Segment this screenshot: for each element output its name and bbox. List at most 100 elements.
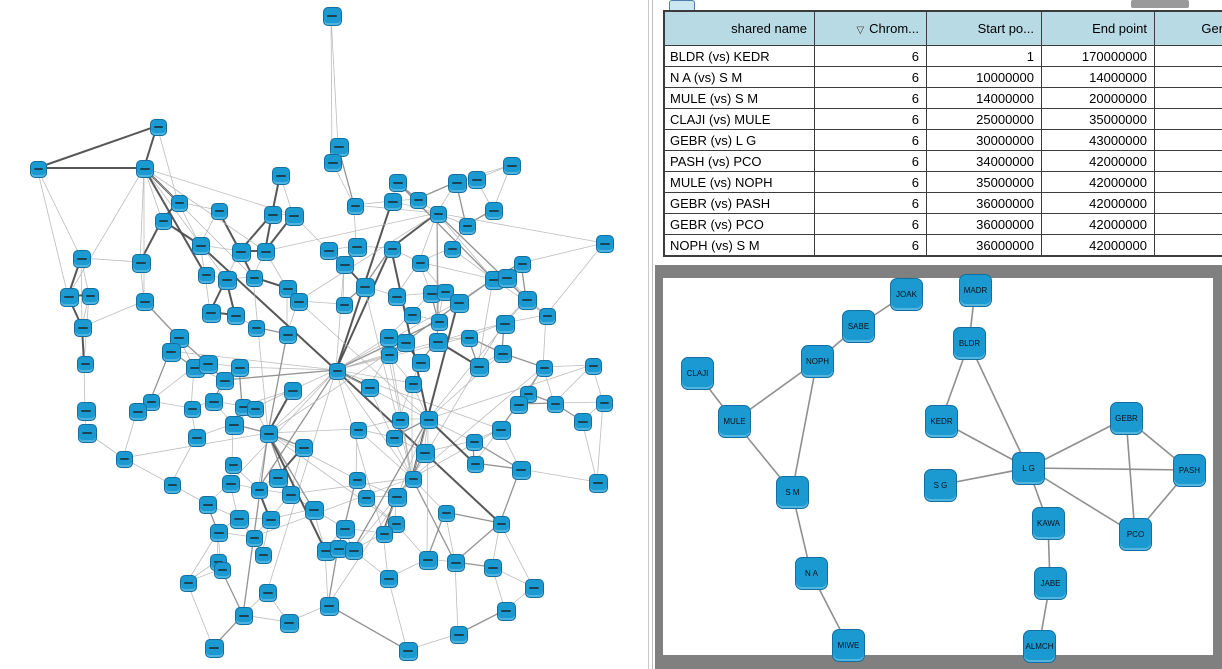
table-cell[interactable]: BLDR (vs) KEDR <box>663 45 815 67</box>
network-edge[interactable] <box>352 418 429 551</box>
network-node[interactable] <box>375 525 393 543</box>
network-edge[interactable] <box>297 212 438 302</box>
network-node[interactable] <box>450 626 468 644</box>
network-edge[interactable] <box>267 428 358 434</box>
network-node[interactable] <box>229 509 249 529</box>
network-node[interactable] <box>254 546 272 564</box>
table-cell[interactable]: 10000000 <box>926 66 1042 88</box>
network-edge[interactable] <box>143 167 227 280</box>
network-node[interactable] <box>524 578 544 598</box>
network-node[interactable] <box>385 429 403 447</box>
network-edge[interactable] <box>335 369 413 384</box>
network-node[interactable] <box>387 487 407 507</box>
table-cell[interactable]: 42000000 <box>1041 192 1155 214</box>
table-cell[interactable]: 42000000 <box>1041 171 1155 193</box>
table-row[interactable]: GEBR (vs) PCO636000000420000008.4 <box>663 213 1222 235</box>
table-cell[interactable]: GEBR (vs) L G <box>663 129 815 151</box>
table-row[interactable]: CLAJI (vs) MULE625000000350000005.9 <box>663 108 1222 130</box>
network-edge[interactable] <box>427 364 593 420</box>
network-edge[interactable] <box>1027 467 1190 471</box>
network-node[interactable] <box>460 329 478 347</box>
table-row[interactable]: N A (vs) S M610000000140000006.6 <box>663 66 1222 88</box>
network-node[interactable] <box>260 425 278 443</box>
table-cell[interactable]: PASH (vs) PCO <box>663 150 815 172</box>
network-edge[interactable] <box>267 432 396 524</box>
network-edge[interactable] <box>186 581 214 648</box>
table-row[interactable]: NOPH (vs) S M636000000420000009.9 <box>663 234 1222 257</box>
network-node[interactable] <box>336 256 354 274</box>
network-node[interactable] <box>179 574 197 592</box>
network-node[interactable] <box>468 171 486 189</box>
network-node[interactable] <box>348 471 366 489</box>
network-node-L-G[interactable]: L G <box>1012 452 1045 485</box>
network-node[interactable] <box>513 255 531 273</box>
network-node-N-A[interactable]: N A <box>795 557 828 590</box>
network-node-JOAK[interactable]: JOAK <box>890 278 923 311</box>
network-edge[interactable] <box>545 242 605 316</box>
network-node[interactable] <box>429 205 447 223</box>
network-node[interactable] <box>384 193 402 211</box>
network-node[interactable] <box>272 167 290 185</box>
network-node[interactable] <box>73 250 91 268</box>
network-node[interactable] <box>216 372 234 390</box>
table-row[interactable]: GEBR (vs) PASH636000000420000008.9 <box>663 192 1222 214</box>
network-edge[interactable] <box>387 577 408 651</box>
network-edge[interactable] <box>426 418 429 560</box>
network-node[interactable] <box>136 293 154 311</box>
table-cell[interactable]: 8.9 <box>1154 192 1222 214</box>
network-node-JABE[interactable]: JABE <box>1034 567 1067 600</box>
network-node[interactable] <box>447 173 467 193</box>
network-node[interactable] <box>596 235 614 253</box>
table-cell[interactable]: MULE (vs) NOPH <box>663 171 815 193</box>
network-node[interactable] <box>131 253 151 273</box>
network-node[interactable] <box>204 638 224 658</box>
network-node[interactable] <box>415 443 435 463</box>
table-cell[interactable]: 11.4 <box>1154 150 1222 172</box>
network-node[interactable] <box>77 423 97 443</box>
table-cell[interactable]: 6.6 <box>1154 66 1222 88</box>
table-cell[interactable]: N A (vs) S M <box>663 66 815 88</box>
network-node-S-G[interactable]: S G <box>924 469 957 502</box>
table-cell[interactable]: 36000000 <box>926 192 1042 214</box>
network-node[interactable] <box>284 382 302 400</box>
table-cell[interactable]: 6 <box>814 192 927 214</box>
column-header-2[interactable]: Start po... <box>926 10 1042 46</box>
table-cell[interactable]: 9.9 <box>1154 234 1222 257</box>
table-cell[interactable]: 34000000 <box>926 150 1042 172</box>
network-node[interactable] <box>136 160 154 178</box>
network-node[interactable] <box>383 240 401 258</box>
column-header-0[interactable]: shared name <box>663 10 815 46</box>
table-cell[interactable]: GEBR (vs) PCO <box>663 213 815 235</box>
network-node[interactable] <box>29 160 47 178</box>
network-node[interactable] <box>436 283 454 301</box>
table-row[interactable]: GEBR (vs) L G6300000004300000016.9 <box>663 129 1222 151</box>
network-node[interactable] <box>538 307 556 325</box>
network-node[interactable] <box>484 559 502 577</box>
network-node[interactable] <box>210 202 228 220</box>
table-cell[interactable]: 25000000 <box>926 108 1042 130</box>
network-edge[interactable] <box>390 247 429 420</box>
network-edge[interactable] <box>411 428 501 479</box>
network-node[interactable] <box>465 433 483 451</box>
network-edge[interactable] <box>199 244 337 371</box>
network-node[interactable] <box>322 6 342 26</box>
table-cell[interactable]: 14000000 <box>1041 66 1155 88</box>
network-node[interactable] <box>404 375 422 393</box>
network-node[interactable] <box>279 613 299 633</box>
network-node[interactable] <box>201 303 221 323</box>
network-edge[interactable] <box>67 167 145 297</box>
network-edge[interactable] <box>229 369 337 484</box>
network-node[interactable] <box>304 500 324 520</box>
network-node[interactable] <box>279 326 297 344</box>
network-node[interactable] <box>449 293 469 313</box>
network-node[interactable] <box>154 212 172 230</box>
network-node[interactable] <box>357 489 375 507</box>
network-edge[interactable] <box>356 428 413 479</box>
table-cell[interactable]: 5.9 <box>1154 108 1222 130</box>
network-node[interactable] <box>245 269 263 287</box>
network-edge[interactable] <box>252 276 269 434</box>
network-node[interactable] <box>404 470 422 488</box>
network-node[interactable] <box>59 287 79 307</box>
network-edge[interactable] <box>581 420 598 483</box>
table-cell[interactable]: 192.0 <box>1154 45 1222 67</box>
